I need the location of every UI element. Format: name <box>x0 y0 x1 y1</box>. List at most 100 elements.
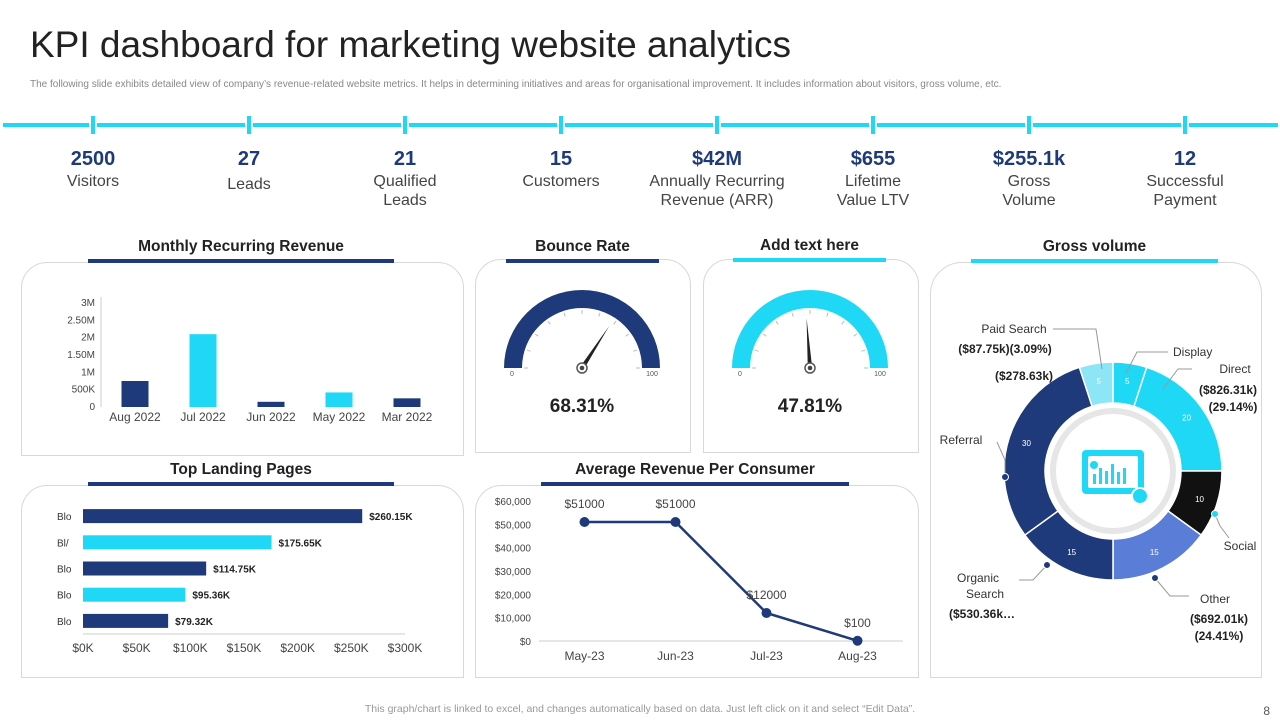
addtext-gauge-min-label: 0 <box>738 371 742 378</box>
leader-marker-dot <box>1151 574 1159 582</box>
other-percent: (24.41%) <box>1195 629 1244 643</box>
addtext-gauge-tick <box>775 320 779 325</box>
kpi-arr: $42M Annually Recurring Revenue (ARR) <box>639 146 795 210</box>
addtext-gauge-max-label: 100 <box>874 371 886 378</box>
landing-x-tick-label: $200K <box>280 641 315 655</box>
landing-bar <box>83 561 207 576</box>
bounce-gauge-tick <box>547 320 551 325</box>
kpi-label: Qualified Leads <box>373 173 437 209</box>
arpc-card <box>475 485 919 678</box>
addtext-gauge-tick <box>841 320 845 325</box>
user-icon <box>1090 461 1098 469</box>
gross-slice-value-label: 15 <box>1150 548 1159 557</box>
direct-percent: (29.14%) <box>1209 400 1258 414</box>
bounce-gauge-tick <box>526 349 531 352</box>
mrr-x-tick-label: May 2022 <box>313 410 366 424</box>
bar-graph-icon <box>1099 468 1102 484</box>
other-value: ($692.01k) <box>1190 612 1248 626</box>
kpi-label: Leads <box>227 176 271 193</box>
kpi-leads: 27 Leads <box>171 146 327 194</box>
landing-category-label: Blo <box>57 512 72 523</box>
bounce-gauge-arc <box>504 290 660 368</box>
mrr-y-tick-label: 500K <box>72 385 96 396</box>
kpi-value: 2500 <box>70 148 116 170</box>
addtext-gauge-tick <box>762 333 767 337</box>
arpc-series-line <box>584 520 858 642</box>
landing-chart: $0K $50K $100K $150K $200K $250K $300K $260.15K… <box>57 509 422 655</box>
kpi-label: Gross Volume <box>1002 173 1056 209</box>
bounce-gauge-max-label: 100 <box>646 371 658 378</box>
landing-x-tick-label: $250K <box>334 641 369 655</box>
bounce-gauge-needle <box>580 326 610 370</box>
display-leader-line <box>1125 351 1168 374</box>
arpc-x-tick-label: May-23 <box>564 649 604 663</box>
kpi-timeline <box>3 116 1278 134</box>
mrr-y-tick-label: 2M <box>81 333 95 344</box>
kpi-value: $655 <box>850 148 896 170</box>
mrr-bar <box>189 334 217 407</box>
arpc-y-tick-label: $20,000 <box>495 590 532 601</box>
landing-category-label: Blo <box>57 617 72 628</box>
addtext-gauge-tick <box>853 333 858 337</box>
kpi-value: $42M <box>691 148 743 170</box>
arpc-y-tick-label: $50,000 <box>495 520 532 531</box>
social-label: Social <box>1224 539 1257 553</box>
landing-bar-value-label: $95.36K <box>192 591 231 602</box>
arpc-x-tick-label: Jul-23 <box>750 649 783 663</box>
direct-value: ($826.31k) <box>1199 383 1257 397</box>
arpc-chart: $0 $10,000 $20,000 $30,000 $40,000 $50,000 $60… <box>495 497 903 663</box>
addtext-title-underline <box>733 258 886 262</box>
display-label: Display <box>1173 345 1212 359</box>
arpc-x-tick-label: Aug-23 <box>838 649 877 663</box>
addtext-gauge-arc <box>732 290 888 368</box>
addtext-gauge-tick <box>754 349 759 352</box>
bounce-gauge-min-label: 0 <box>510 371 514 378</box>
addtext-gauge-needle <box>806 318 813 369</box>
kpi-customers: 15 Customers <box>483 146 639 191</box>
organic-search-label: Organic <box>957 571 999 585</box>
bounce-value: 68.31% <box>549 396 615 417</box>
kpi-label: Lifetime Value LTV <box>836 173 910 209</box>
bounce-gauge: 0 100 <box>504 290 660 378</box>
kpi-value: $255.1k <box>992 148 1066 170</box>
mrr-y-tick-label: 1M <box>81 367 95 378</box>
gross-slice-value-label: 20 <box>1182 414 1191 423</box>
bounce-gauge-tick <box>563 312 566 317</box>
mrr-bar <box>393 398 421 407</box>
landing-title: Top Landing Pages <box>170 461 312 478</box>
mrr-bar <box>257 401 285 407</box>
landing-bar-value-label: $260.15K <box>369 512 413 523</box>
gross-donut-chart: 5 5 20 10 15 15 30 Paid Search ($87.75k)(3.09%) D… <box>940 322 1258 643</box>
mrr-x-tick-label: Jul 2022 <box>180 410 226 424</box>
leader-marker-dot <box>1043 561 1051 569</box>
addtext-gauge-hub-center <box>807 365 813 371</box>
direct-leader-line <box>1162 368 1192 390</box>
addtext-gauge-tick <box>826 312 829 317</box>
page-subtitle: The following slide exhibits detailed vi… <box>30 79 1002 90</box>
leader-marker-dot <box>1211 510 1219 518</box>
arpc-point <box>761 608 772 618</box>
gross-slice-value-label: 15 <box>1067 548 1076 557</box>
bounce-title: Bounce Rate <box>535 238 630 255</box>
mrr-card <box>21 262 464 456</box>
leader-marker-dot <box>1001 473 1009 481</box>
gross-title: Gross volume <box>1042 238 1147 255</box>
landing-bar-value-label: $114.75K <box>213 565 257 576</box>
kpi-value: 27 <box>237 148 261 170</box>
kpi-label: Successful Payment <box>1146 173 1224 209</box>
landing-category-label: Bl/ <box>57 538 69 549</box>
mrr-bar <box>121 381 149 407</box>
paid-search-value: ($87.75k)(3.09%) <box>958 342 1051 356</box>
arpc-point-label: $100 <box>844 616 871 630</box>
arpc-y-tick-label: $60,000 <box>495 497 532 508</box>
paid-search-leader-line <box>1053 328 1103 370</box>
referral-label: Referral <box>940 433 983 447</box>
arpc-y-tick-label: $40,000 <box>495 544 532 555</box>
mrr-chart: 0 500K 1M 1.50M 2M 2.50M 3M Aug 2022 Jul 2022 Jun… <box>67 297 433 424</box>
other-label: Other <box>1200 592 1230 606</box>
bounce-gauge-tick <box>613 320 617 325</box>
mrr-y-tick-label: 2.50M <box>67 315 95 326</box>
arpc-y-tick-label: $0 <box>520 637 532 648</box>
arpc-point-label: $12000 <box>746 588 786 602</box>
kpi-qualified-leads: 21 Qualified Leads <box>327 146 483 210</box>
